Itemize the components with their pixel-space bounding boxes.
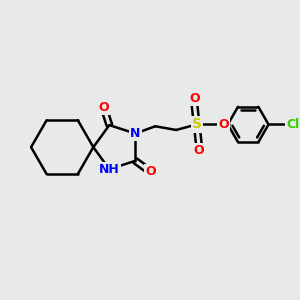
Text: O: O: [145, 165, 155, 178]
Text: O: O: [218, 118, 229, 131]
Text: O: O: [98, 101, 109, 114]
Text: O: O: [194, 144, 204, 157]
Text: O: O: [189, 92, 200, 105]
Text: NH: NH: [99, 163, 120, 176]
Text: S: S: [192, 118, 202, 131]
Text: N: N: [130, 127, 140, 140]
Text: Cl: Cl: [286, 118, 299, 131]
